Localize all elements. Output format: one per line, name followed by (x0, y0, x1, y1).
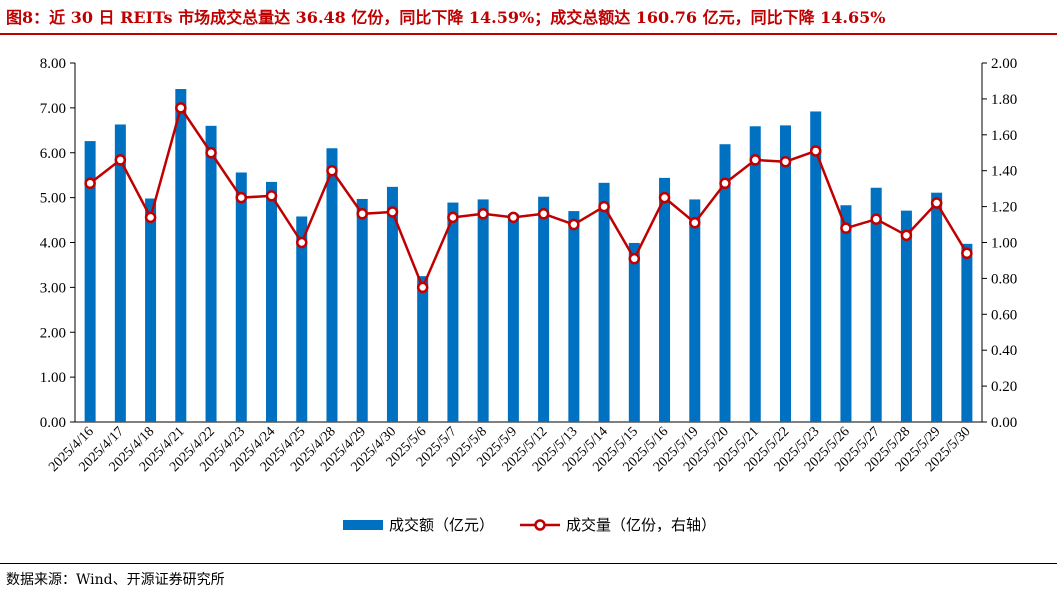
line-point (598, 200, 610, 213)
right-tick-label: 1.00 (991, 236, 1017, 252)
line-point (326, 164, 338, 177)
bar (659, 177, 671, 422)
right-tick-label: 1.20 (991, 200, 1017, 216)
left-axis: 0.00 1.00 2.00 3.00 4.00 5.00 6.00 7.00 8.00 (40, 56, 76, 431)
line-point (84, 177, 96, 190)
line-point (537, 208, 550, 220)
left-tick-label: 5.00 (40, 191, 66, 207)
bar (538, 196, 550, 422)
bar (326, 148, 338, 422)
bar (175, 89, 187, 422)
bar (507, 214, 519, 422)
left-tick-label: 1.00 (40, 370, 66, 386)
line-point (961, 247, 973, 260)
bar (749, 126, 761, 423)
line-point (779, 155, 792, 168)
bar (719, 144, 731, 422)
line-point (175, 102, 187, 114)
left-tick-label: 4.00 (40, 236, 66, 252)
line-point (296, 236, 308, 249)
line-point (930, 197, 943, 209)
bar (356, 198, 368, 422)
line-point (235, 191, 248, 204)
right-tick-label: 0.60 (991, 307, 1017, 323)
right-tick-label: 2.00 (991, 56, 1017, 72)
bar (598, 182, 610, 422)
right-axis: 0.00 0.20 0.40 0.60 0.80 1.00 1.20 1.40 1.60 1.80… (981, 56, 1017, 431)
bar (689, 199, 701, 422)
bar-series (84, 89, 973, 423)
bar (628, 242, 640, 422)
bar (447, 202, 459, 422)
left-tick-label: 6.00 (40, 146, 66, 162)
line-point (356, 208, 368, 220)
right-tick-label: 1.60 (991, 128, 1017, 144)
chart-title: 图8：近 30 日 REITs 市场成交总量达 36.48 亿份，同比下降 14… (6, 8, 886, 27)
right-tick-label: 1.40 (991, 164, 1017, 180)
bar (266, 181, 278, 422)
title-divider (0, 33, 1057, 35)
left-tick-label: 7.00 (40, 101, 66, 117)
line-point (689, 217, 701, 229)
line-point (658, 191, 671, 204)
left-tick-label: 8.00 (40, 56, 66, 72)
bar (205, 125, 217, 422)
legend-bar-swatch (343, 520, 383, 530)
bar (296, 216, 308, 422)
line-point (507, 211, 520, 224)
bar (900, 210, 912, 422)
line-point (265, 190, 278, 202)
footer-divider (0, 563, 1057, 564)
bar (145, 198, 157, 422)
bar (870, 187, 882, 422)
legend: 成交额（亿元） 成交量（亿份，右轴） (343, 516, 716, 534)
right-tick-label: 0.40 (991, 343, 1017, 359)
bar (810, 111, 822, 422)
line-point (809, 145, 822, 157)
bar (961, 243, 973, 422)
right-tick-label: 0.00 (991, 415, 1017, 431)
bar (931, 192, 943, 422)
x-axis: 2025/4/162025/4/172025/4/182025/4/212025… (46, 421, 982, 475)
line-point (477, 208, 489, 220)
left-tick-label: 3.00 (40, 280, 66, 296)
legend-line-label: 成交量（亿份，右轴） (566, 516, 716, 534)
line-point (719, 177, 731, 190)
bar (477, 199, 489, 422)
bar (417, 276, 429, 422)
bar (779, 125, 791, 422)
right-tick-label: 0.20 (991, 379, 1017, 395)
line-point (447, 211, 459, 224)
line-point (568, 218, 580, 231)
chart: 0.00 1.00 2.00 3.00 4.00 5.00 6.00 7.00 8.00 0.0… (40, 56, 1018, 534)
line-point (900, 229, 913, 242)
line-point (749, 154, 761, 166)
legend-bar-label: 成交额（亿元） (389, 516, 494, 534)
legend-line-marker (534, 519, 546, 531)
line-point (205, 147, 217, 159)
line-point (144, 211, 157, 224)
left-tick-label: 0.00 (40, 415, 66, 431)
line-point (840, 222, 852, 234)
line-point (114, 154, 127, 166)
line-point (870, 213, 882, 225)
bar (386, 186, 398, 422)
bar (568, 211, 580, 422)
bar (114, 124, 126, 422)
bar (840, 205, 852, 422)
bar (235, 172, 247, 422)
bar (84, 141, 96, 422)
line-point (416, 281, 429, 294)
line-series (84, 102, 973, 294)
line-point (386, 206, 399, 218)
right-tick-label: 1.80 (991, 92, 1017, 108)
source-note: 数据来源：Wind、开源证券研究所 (6, 572, 225, 588)
right-tick-label: 0.80 (991, 271, 1017, 287)
line-path (89, 104, 968, 291)
left-tick-label: 2.00 (40, 325, 66, 341)
line-point (628, 252, 641, 265)
